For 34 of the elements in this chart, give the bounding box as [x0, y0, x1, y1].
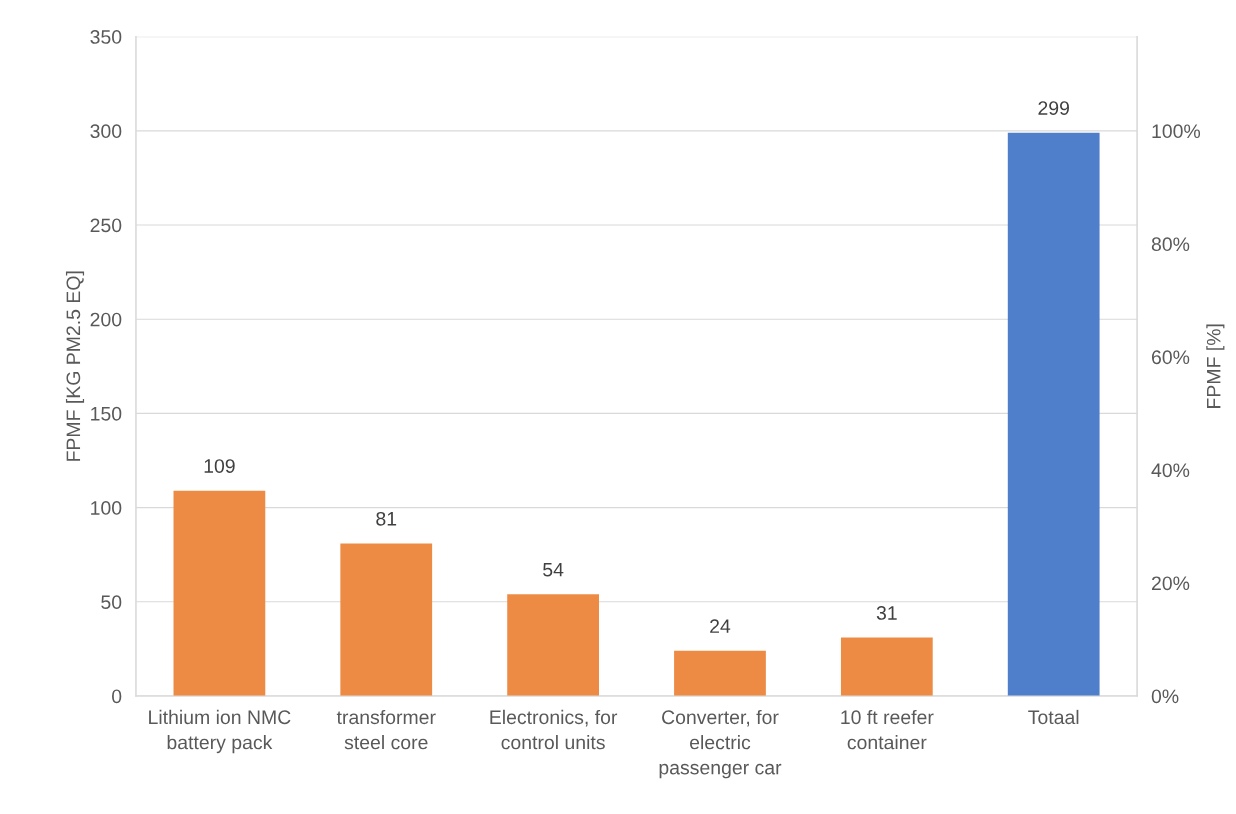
- data-label: 31: [876, 606, 897, 620]
- bar: [173, 490, 266, 696]
- x-tick-label: Electronics, for control units: [490, 709, 618, 750]
- x-tick-label: Converter, for electric passenger car: [659, 709, 782, 779]
- bar: [840, 637, 933, 696]
- y2-tick-label: 80%: [1151, 237, 1190, 252]
- data-label: 54: [543, 562, 564, 577]
- y-axis-title: FPMF [KG PM2.5 EQ]: [65, 271, 85, 461]
- y-tick-label: 100: [91, 501, 122, 515]
- y2-tick-label: 100%: [1152, 124, 1201, 139]
- x-tick-label: transformer steel core: [336, 709, 436, 750]
- data-label: 299: [1038, 101, 1069, 115]
- bar: [1007, 132, 1100, 696]
- x-tick-label: 10 ft reefer container: [841, 709, 934, 750]
- data-label: 109: [204, 459, 235, 473]
- y-tick-label: 50: [101, 595, 122, 610]
- y2-tick-label: 60%: [1152, 350, 1190, 365]
- y2-axis-title: FPMF [%]: [1206, 324, 1225, 408]
- data-label: 24: [710, 619, 731, 633]
- y-tick-label: 150: [91, 406, 122, 421]
- x-tick-label: Lithium ion NMC battery pack: [149, 709, 291, 754]
- y2-tick-label: 0%: [1151, 689, 1179, 704]
- data-label: 81: [376, 511, 397, 526]
- bar: [674, 650, 766, 696]
- y-tick-label: 0: [112, 689, 122, 704]
- x-tick-label: Totaal: [1028, 709, 1079, 725]
- y-tick-label: 200: [90, 312, 122, 327]
- y-tick-label: 250: [90, 218, 122, 233]
- bar: [507, 594, 599, 696]
- bar: [340, 543, 433, 696]
- y-tick-label: 300: [90, 124, 122, 139]
- y2-tick-label: 20%: [1151, 576, 1190, 591]
- y-tick-label: 350: [90, 30, 122, 44]
- y2-tick-label: 40%: [1151, 463, 1190, 478]
